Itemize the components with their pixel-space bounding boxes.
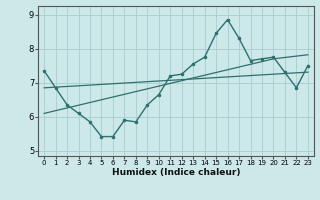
X-axis label: Humidex (Indice chaleur): Humidex (Indice chaleur) bbox=[112, 168, 240, 177]
